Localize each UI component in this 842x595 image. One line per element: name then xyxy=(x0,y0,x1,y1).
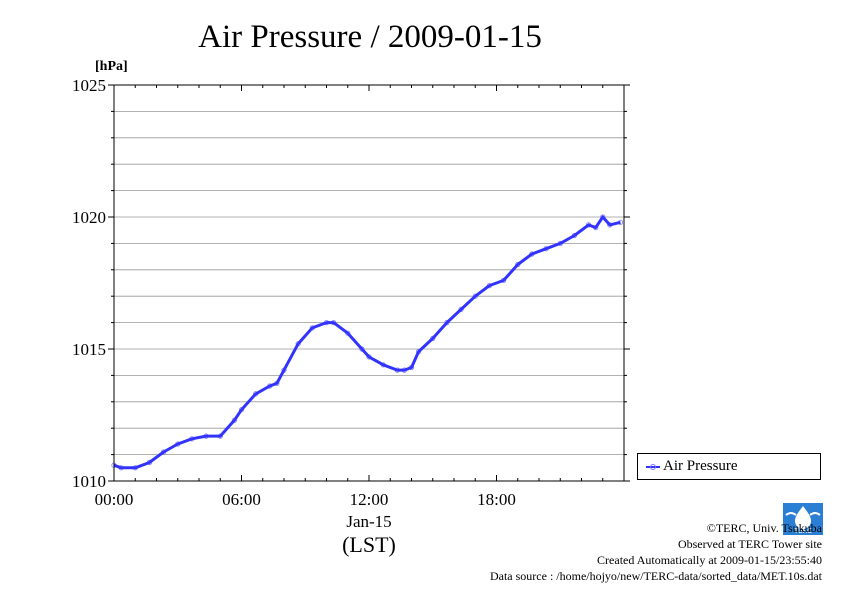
y-tick-label: 1015 xyxy=(72,340,106,359)
source-text: Data source : /home/hojyo/new/TERC-data/… xyxy=(489,569,822,583)
legend: Air Pressure xyxy=(637,453,821,480)
axis-ticks xyxy=(108,84,630,482)
x-tick-label: 00:00 xyxy=(95,490,134,509)
series-markers xyxy=(111,214,624,471)
logo-text: TERC xyxy=(793,527,812,535)
x-tick-label: 12:00 xyxy=(350,490,389,509)
legend-label: Air Pressure xyxy=(663,458,738,474)
chart-title: Air Pressure / 2009-01-15 xyxy=(198,19,542,55)
x-tick-label: 06:00 xyxy=(222,490,261,509)
x-tick-label: 18:00 xyxy=(477,490,516,509)
plot-frame xyxy=(113,84,625,482)
legend-swatch xyxy=(646,463,660,470)
y-tick-label: 1025 xyxy=(72,76,106,95)
footer-credits: ©TERC, Univ. Tsukuba Observed at TERC To… xyxy=(490,520,822,584)
y-tick-labels: 1010 1015 1020 1025 xyxy=(72,76,106,491)
copyright-text: ©TERC, Univ. Tsukuba xyxy=(706,521,822,535)
observed-text: Observed at TERC Tower site xyxy=(677,537,822,551)
x-axis-label: (LST) xyxy=(342,532,396,557)
created-text: Created Automatically at 2009-01-15/23:5… xyxy=(597,553,822,567)
y-axis-unit-label: [hPa] xyxy=(95,59,128,74)
date-label: Jan-15 xyxy=(346,512,391,531)
series-line-air-pressure xyxy=(113,215,621,470)
y-tick-label: 1010 xyxy=(72,472,106,491)
grid-lines xyxy=(114,111,624,456)
terc-logo-icon: TERC xyxy=(783,503,823,535)
x-tick-labels: 00:00 06:00 12:00 18:00 xyxy=(95,490,516,509)
y-tick-label: 1020 xyxy=(72,208,106,227)
